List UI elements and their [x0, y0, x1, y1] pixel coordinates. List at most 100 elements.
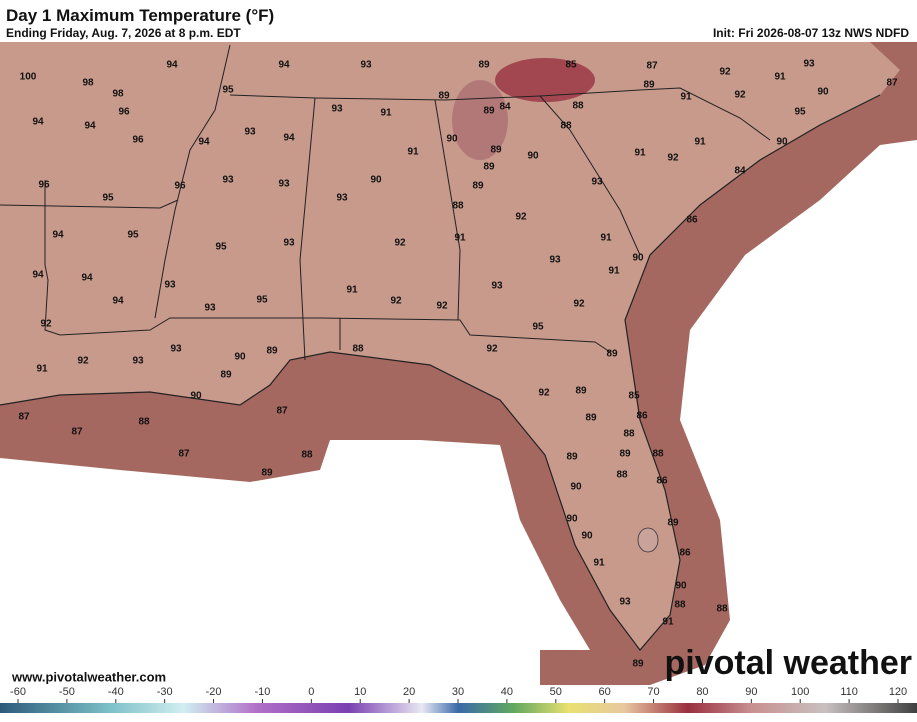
temp-label: 87	[646, 61, 658, 72]
temp-label: 93	[204, 303, 216, 314]
website: www.pivotalweather.com	[11, 669, 166, 684]
temp-label: 91	[346, 285, 358, 296]
temp-label: 92	[515, 212, 527, 223]
temp-label: 91	[600, 233, 612, 244]
temp-label: 91	[662, 617, 674, 628]
temp-label: 94	[112, 296, 124, 307]
colorbar-tick-label: 70	[647, 686, 659, 698]
temp-label: 86	[636, 411, 648, 422]
temp-label: 87	[18, 412, 30, 423]
lake-okeechobee	[637, 527, 659, 553]
temp-label: 94	[198, 137, 210, 148]
temp-label: 93	[803, 59, 815, 70]
subtitle: Ending Friday, Aug. 7, 2026 at 8 p.m. ED…	[6, 26, 241, 40]
temp-label: 93	[619, 597, 631, 608]
temp-label: 93	[549, 255, 561, 266]
temp-label: 93	[283, 238, 295, 249]
temp-label: 93	[132, 356, 144, 367]
colorbar-tick-label: -30	[157, 686, 173, 698]
temp-label: 84	[499, 102, 511, 113]
temp-label: 95	[215, 242, 227, 253]
temp-label: 92	[734, 90, 746, 101]
temp-label: 94	[84, 121, 96, 132]
temp-label: 92	[77, 356, 89, 367]
temp-label: 93	[360, 60, 372, 71]
temp-label: 90	[570, 482, 582, 493]
temp-label: 91	[608, 266, 620, 277]
temp-label: 93	[278, 179, 290, 190]
colorbar-tick-label: 50	[550, 686, 562, 698]
colorbar-tick-label: -10	[254, 686, 270, 698]
temp-label: 94	[32, 270, 44, 281]
temp-label: 89	[438, 91, 450, 102]
temp-label: 98	[82, 78, 94, 89]
temp-label: 92	[719, 67, 731, 78]
temp-label: 86	[686, 215, 698, 226]
temp-label: 89	[261, 468, 273, 479]
temp-label: 88	[652, 449, 664, 460]
temp-label: 92	[394, 238, 406, 249]
temp-label: 87	[276, 406, 288, 417]
colorbar-tick-label: 100	[791, 686, 809, 698]
land	[0, 42, 900, 650]
temp-label: 91	[36, 364, 48, 375]
temp-label: 86	[679, 548, 691, 559]
temp-label: 89	[478, 60, 490, 71]
temp-label: 87	[178, 449, 190, 460]
temp-label: 92	[538, 388, 550, 399]
colorbar-tick-label: 110	[840, 686, 858, 698]
temp-label: 91	[593, 558, 605, 569]
temp-label: 88	[352, 344, 364, 355]
temp-label: 91	[694, 137, 706, 148]
temp-label: 95	[532, 322, 544, 333]
map-area	[0, 42, 917, 685]
colorbar-tick-label: 10	[354, 686, 366, 698]
temp-label: 89	[220, 370, 232, 381]
colorbar-tick-label: 0	[308, 686, 314, 698]
colorbar-tick-label: 90	[745, 686, 757, 698]
temp-label: 92	[436, 301, 448, 312]
temp-label: 95	[127, 230, 139, 241]
temp-label: 93	[170, 344, 182, 355]
temp-label: 90	[190, 391, 202, 402]
mountains	[452, 80, 508, 160]
title: Day 1 Maximum Temperature (°F)	[6, 6, 275, 25]
temp-label: 87	[886, 78, 898, 89]
temp-label: 96	[174, 181, 186, 192]
temp-label: 89	[483, 162, 495, 173]
temp-label: 90	[566, 514, 578, 525]
temp-label: 91	[380, 108, 392, 119]
temp-label: 88	[674, 600, 686, 611]
temp-label: 91	[454, 233, 466, 244]
temp-label: 95	[794, 107, 806, 118]
temp-label: 85	[628, 391, 640, 402]
temp-label: 100	[20, 72, 37, 83]
temp-label: 95	[256, 295, 268, 306]
colorbar-tick-label: 20	[403, 686, 415, 698]
temp-label: 93	[491, 281, 503, 292]
temp-label: 92	[667, 153, 679, 164]
temp-label: 89	[606, 349, 618, 360]
temp-label: 88	[716, 604, 728, 615]
temp-label: 93	[244, 127, 256, 138]
temp-label: 91	[407, 147, 419, 158]
temp-label: 90	[776, 137, 788, 148]
temp-label: 93	[591, 177, 603, 188]
temp-label: 96	[38, 180, 50, 191]
temp-label: 89	[585, 413, 597, 424]
temp-label: 94	[278, 60, 290, 71]
temp-label: 89	[619, 449, 631, 460]
temp-label: 94	[166, 60, 178, 71]
temp-label: 90	[581, 531, 593, 542]
colorbar-tick-label: -50	[59, 686, 75, 698]
temp-label: 92	[573, 299, 585, 310]
temp-label: 89	[266, 346, 278, 357]
temp-label: 88	[301, 450, 313, 461]
temp-label: 96	[118, 107, 130, 118]
state-borders	[0, 44, 771, 361]
temp-label: 91	[774, 72, 786, 83]
temp-label: 84	[734, 166, 746, 177]
colorbar-tick-label: 30	[452, 686, 464, 698]
colorbar-tick-label: 80	[696, 686, 708, 698]
temp-label: 95	[222, 85, 234, 96]
